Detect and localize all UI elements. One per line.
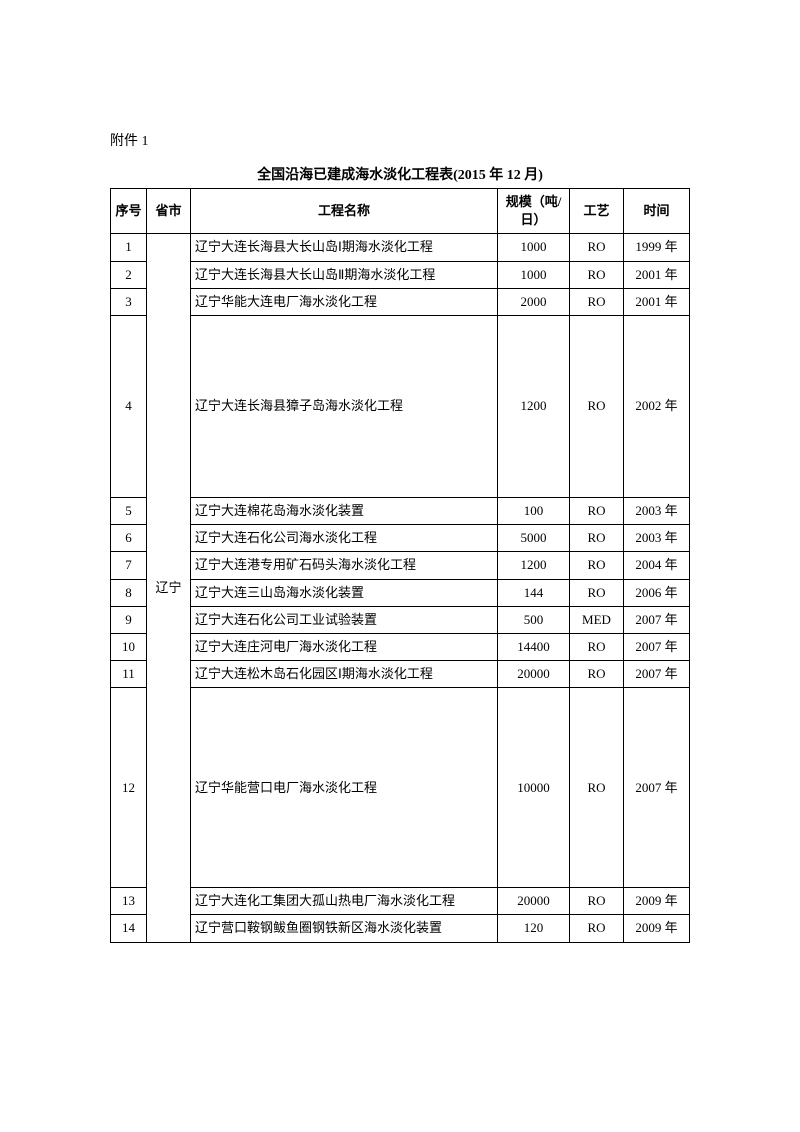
cell-project-name: 辽宁大连松木岛石化园区Ⅰ期海水淡化工程: [191, 661, 498, 688]
cell-tech: RO: [570, 288, 624, 315]
cell-seq: 7: [111, 552, 147, 579]
cell-project-name: 辽宁大连长海县大长山岛Ⅱ期海水淡化工程: [191, 261, 498, 288]
cell-project-name: 辽宁大连化工集团大孤山热电厂海水淡化工程: [191, 888, 498, 915]
cell-project-name: 辽宁大连三山岛海水淡化装置: [191, 579, 498, 606]
cell-time: 2007 年: [624, 688, 690, 888]
cell-scale: 5000: [498, 525, 570, 552]
cell-project-name: 辽宁大连石化公司工业试验装置: [191, 606, 498, 633]
cell-time: 2007 年: [624, 606, 690, 633]
cell-scale: 1000: [498, 234, 570, 261]
cell-seq: 9: [111, 606, 147, 633]
table-caption: 全国沿海已建成海水淡化工程表(2015 年 12 月): [110, 164, 690, 184]
col-header-seq: 序号: [111, 189, 147, 234]
cell-tech: RO: [570, 888, 624, 915]
table-row: 2 辽宁大连长海县大长山岛Ⅱ期海水淡化工程1000RO2001 年: [111, 261, 690, 288]
col-header-prov: 省市: [147, 189, 191, 234]
cell-scale: 120: [498, 915, 570, 942]
cell-project-name: 辽宁华能大连电厂海水淡化工程: [191, 288, 498, 315]
col-header-name: 工程名称: [191, 189, 498, 234]
cell-tech: RO: [570, 579, 624, 606]
cell-time: 2003 年: [624, 497, 690, 524]
cell-project-name: 辽宁大连庄河电厂海水淡化工程: [191, 633, 498, 660]
cell-seq: 1: [111, 234, 147, 261]
cell-tech: RO: [570, 497, 624, 524]
cell-time: 2002 年: [624, 315, 690, 497]
cell-scale: 20000: [498, 888, 570, 915]
cell-seq: 3: [111, 288, 147, 315]
cell-scale: 20000: [498, 661, 570, 688]
table-row: 11 辽宁大连松木岛石化园区Ⅰ期海水淡化工程20000RO2007 年: [111, 661, 690, 688]
cell-seq: 4: [111, 315, 147, 497]
table-row: 13 辽宁大连化工集团大孤山热电厂海水淡化工程20000RO2009 年: [111, 888, 690, 915]
cell-tech: RO: [570, 915, 624, 942]
col-header-tech: 工艺: [570, 189, 624, 234]
cell-seq: 11: [111, 661, 147, 688]
table-row: 6 辽宁大连石化公司海水淡化工程5000RO2003 年: [111, 525, 690, 552]
cell-scale: 10000: [498, 688, 570, 888]
cell-seq: 13: [111, 888, 147, 915]
table-header: 序号 省市 工程名称 规模（吨/日） 工艺 时间: [111, 189, 690, 234]
col-header-time: 时间: [624, 189, 690, 234]
cell-time: 2003 年: [624, 525, 690, 552]
cell-time: 2006 年: [624, 579, 690, 606]
cell-scale: 14400: [498, 633, 570, 660]
attachment-label: 附件 1: [110, 130, 690, 150]
table-row: 1辽宁辽宁大连长海县大长山岛Ⅰ期海水淡化工程1000RO1999 年: [111, 234, 690, 261]
cell-tech: RO: [570, 633, 624, 660]
cell-tech: RO: [570, 234, 624, 261]
table-row: 10 辽宁大连庄河电厂海水淡化工程14400RO2007 年: [111, 633, 690, 660]
cell-project-name: 辽宁大连长海县大长山岛Ⅰ期海水淡化工程: [191, 234, 498, 261]
cell-project-name: 辽宁大连棉花岛海水淡化装置: [191, 497, 498, 524]
cell-seq: 10: [111, 633, 147, 660]
page: 附件 1 全国沿海已建成海水淡化工程表(2015 年 12 月) 序号 省市 工…: [0, 0, 800, 1132]
desalination-table: 序号 省市 工程名称 规模（吨/日） 工艺 时间 1辽宁辽宁大连长海县大长山岛Ⅰ…: [110, 188, 690, 943]
cell-tech: RO: [570, 261, 624, 288]
table-row: 14 辽宁营口鞍钢鲅鱼圈钢铁新区海水淡化装置120RO2009 年: [111, 915, 690, 942]
table-body: 1辽宁辽宁大连长海县大长山岛Ⅰ期海水淡化工程1000RO1999 年2辽宁大连长…: [111, 234, 690, 942]
col-header-scale: 规模（吨/日）: [498, 189, 570, 234]
cell-time: 2001 年: [624, 261, 690, 288]
cell-tech: MED: [570, 606, 624, 633]
cell-project-name: 辽宁华能营口电厂海水淡化工程: [191, 688, 498, 888]
cell-scale: 2000: [498, 288, 570, 315]
table-row: 4辽宁大连长海县獐子岛海水淡化工程1200RO2002 年: [111, 315, 690, 497]
table-row: 7 辽宁大连港专用矿石码头海水淡化工程1200RO2004 年: [111, 552, 690, 579]
cell-time: 2009 年: [624, 915, 690, 942]
cell-seq: 6: [111, 525, 147, 552]
cell-time: 2007 年: [624, 633, 690, 660]
cell-seq: 12: [111, 688, 147, 888]
cell-project-name: 辽宁大连长海县獐子岛海水淡化工程: [191, 315, 498, 497]
cell-project-name: 辽宁大连石化公司海水淡化工程: [191, 525, 498, 552]
table-row: 12辽宁华能营口电厂海水淡化工程10000RO2007 年: [111, 688, 690, 888]
cell-seq: 2: [111, 261, 147, 288]
cell-project-name: 辽宁营口鞍钢鲅鱼圈钢铁新区海水淡化装置: [191, 915, 498, 942]
table-row: 9 辽宁大连石化公司工业试验装置500MED2007 年: [111, 606, 690, 633]
cell-time: 2009 年: [624, 888, 690, 915]
table-row: 3 辽宁华能大连电厂海水淡化工程2000RO2001 年: [111, 288, 690, 315]
table-row: 8 辽宁大连三山岛海水淡化装置144RO2006 年: [111, 579, 690, 606]
cell-tech: RO: [570, 661, 624, 688]
cell-scale: 1000: [498, 261, 570, 288]
cell-tech: RO: [570, 688, 624, 888]
cell-seq: 14: [111, 915, 147, 942]
table-row: 5 辽宁大连棉花岛海水淡化装置100RO2003 年: [111, 497, 690, 524]
cell-seq: 8: [111, 579, 147, 606]
cell-tech: RO: [570, 525, 624, 552]
cell-tech: RO: [570, 315, 624, 497]
cell-time: 2004 年: [624, 552, 690, 579]
cell-scale: 1200: [498, 315, 570, 497]
cell-scale: 144: [498, 579, 570, 606]
cell-time: 2001 年: [624, 288, 690, 315]
cell-project-name: 辽宁大连港专用矿石码头海水淡化工程: [191, 552, 498, 579]
cell-time: 1999 年: [624, 234, 690, 261]
cell-tech: RO: [570, 552, 624, 579]
cell-scale: 500: [498, 606, 570, 633]
cell-scale: 100: [498, 497, 570, 524]
cell-province: 辽宁: [147, 234, 191, 942]
cell-time: 2007 年: [624, 661, 690, 688]
cell-scale: 1200: [498, 552, 570, 579]
cell-seq: 5: [111, 497, 147, 524]
